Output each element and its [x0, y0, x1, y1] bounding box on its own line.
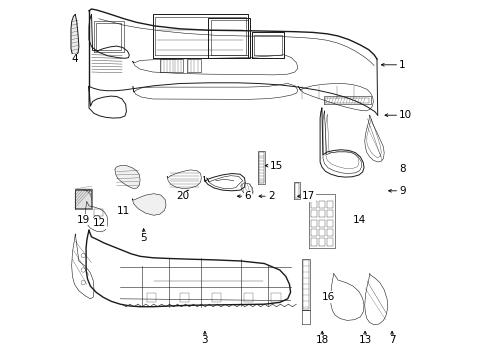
Polygon shape	[132, 194, 166, 215]
Text: 1: 1	[399, 60, 405, 70]
Text: 3: 3	[201, 335, 208, 345]
Text: 11: 11	[117, 206, 130, 216]
Text: 4: 4	[72, 54, 78, 64]
Text: 17: 17	[302, 191, 315, 201]
Text: 19: 19	[77, 215, 90, 225]
Text: 13: 13	[358, 335, 371, 345]
Text: 5: 5	[140, 233, 147, 243]
Polygon shape	[71, 14, 79, 57]
Text: 12: 12	[93, 218, 106, 228]
Text: 8: 8	[399, 164, 405, 174]
Text: 16: 16	[322, 292, 335, 302]
Text: 18: 18	[315, 335, 328, 345]
Text: 20: 20	[176, 191, 189, 201]
Text: 14: 14	[352, 215, 365, 225]
Text: 7: 7	[388, 335, 395, 345]
Text: 6: 6	[244, 191, 251, 201]
Polygon shape	[115, 166, 140, 189]
Text: 9: 9	[399, 186, 405, 196]
Text: 2: 2	[267, 191, 274, 201]
Polygon shape	[75, 189, 92, 209]
Text: 10: 10	[399, 110, 411, 120]
Text: 15: 15	[269, 161, 283, 171]
